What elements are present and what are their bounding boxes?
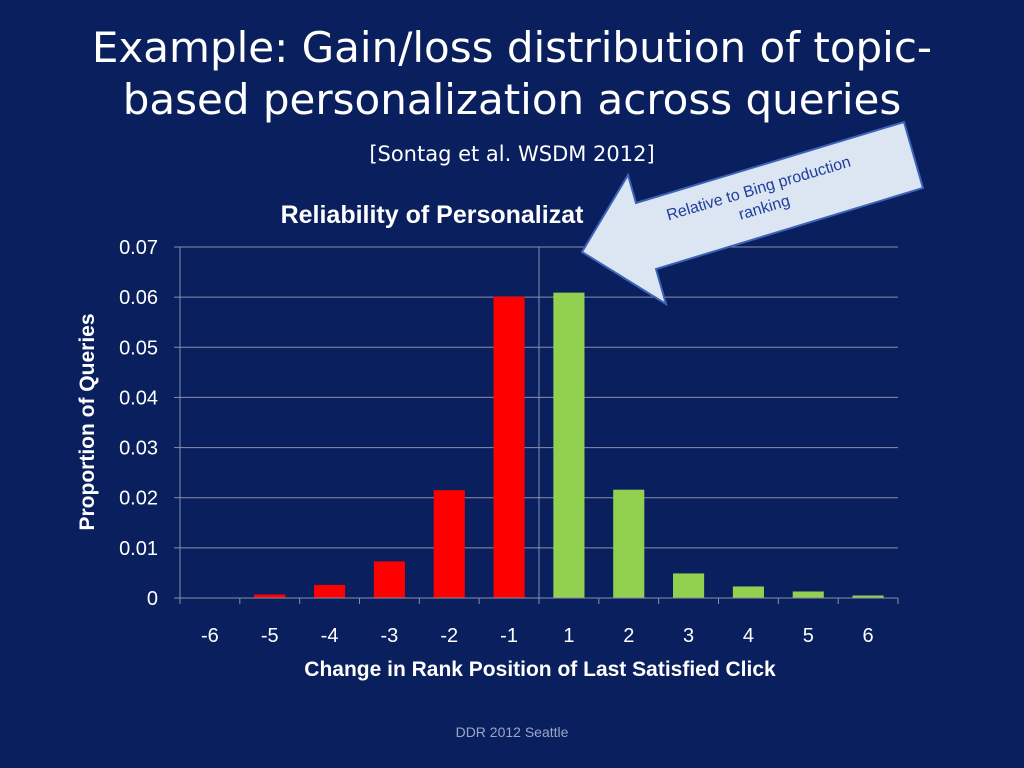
y-tick-label: 0.07	[119, 237, 158, 259]
slide-title-line-2: based personalization across queries	[122, 75, 902, 124]
x-tick-label: -3	[381, 625, 399, 647]
arrow-shape	[580, 120, 925, 307]
x-tick-label: 4	[743, 625, 754, 647]
axes: 0 0.01 0.02 0.03 0.04 0.05 0.06 0.07 -6 -5 -4 -3 -2 -…	[119, 237, 899, 647]
y-tick-label: 0.06	[119, 287, 158, 309]
y-tick-label: 0	[147, 588, 158, 610]
y-axis-label: Proportion of Queries	[76, 313, 99, 530]
slide-title-line-1: Example: Gain/loss distribution of topic…	[91, 23, 933, 72]
y-tick-label: 0.03	[119, 438, 158, 460]
x-tick-label: 6	[863, 625, 874, 647]
bar	[373, 561, 405, 598]
x-tick-label: -6	[201, 625, 219, 647]
x-tick-label: 2	[623, 625, 634, 647]
bars	[254, 292, 884, 598]
x-tick-label: 3	[683, 625, 694, 647]
bar	[553, 292, 585, 598]
x-tick-label: -1	[500, 625, 518, 647]
slide-subtitle: [Sontag et al. WSDM 2012]	[369, 142, 655, 166]
bar	[254, 594, 286, 598]
bar	[613, 489, 645, 598]
x-tick-label: -2	[440, 625, 458, 647]
bar	[852, 595, 884, 598]
y-tick-label: 0.02	[119, 488, 158, 510]
x-tick-label: 1	[563, 625, 574, 647]
footer-text: DDR 2012 Seattle	[455, 724, 569, 740]
bar	[493, 296, 525, 598]
x-tick-label: -5	[261, 625, 279, 647]
y-tick-label: 0.04	[119, 387, 158, 409]
x-axis-label: Change in Rank Position of Last Satisfie…	[304, 658, 776, 681]
bar	[792, 591, 824, 598]
bar	[433, 490, 465, 598]
bar	[732, 586, 764, 598]
bar	[314, 584, 346, 598]
chart-title: Reliability of Personalizat	[281, 201, 585, 229]
bar	[673, 573, 705, 598]
x-tick-label: 5	[803, 625, 814, 647]
y-tick-label: 0.01	[119, 538, 158, 560]
slide-title: Example: Gain/loss distribution of topic…	[60, 22, 964, 126]
y-tick-label: 0.05	[119, 337, 158, 359]
x-tick-label: -4	[321, 625, 339, 647]
